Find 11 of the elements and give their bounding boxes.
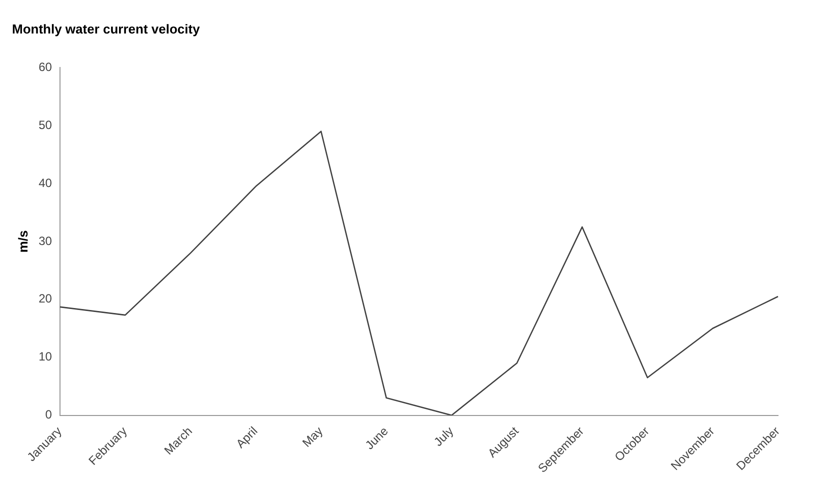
chart-title: Monthly water current velocity xyxy=(12,21,201,36)
y-tick-label: 20 xyxy=(38,292,52,306)
y-tick-label: 50 xyxy=(38,118,52,132)
y-tick-label: 40 xyxy=(38,176,52,190)
x-tick-label: May xyxy=(300,424,326,450)
y-tick-label: 10 xyxy=(38,350,52,364)
y-tick-label: 60 xyxy=(38,60,52,74)
x-tick-label: July xyxy=(431,424,456,449)
y-tick-label: 30 xyxy=(38,234,52,248)
y-axis-title: m/s xyxy=(15,230,30,253)
y-tick-label: 0 xyxy=(45,408,52,422)
